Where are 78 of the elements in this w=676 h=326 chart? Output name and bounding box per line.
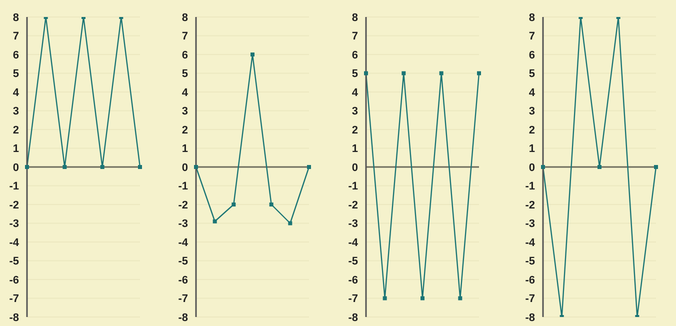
y-tick-label: 5 — [12, 68, 19, 80]
point — [232, 202, 236, 206]
y-tick-label: 3 — [352, 106, 358, 118]
y-tick-label: 1 — [12, 143, 19, 156]
point — [598, 165, 602, 169]
y-tick-label: 7 — [528, 30, 535, 43]
y-tick-label: 4 — [528, 86, 536, 99]
y-tick-label: 6 — [12, 49, 19, 62]
y-tick-label: 7 — [352, 30, 358, 43]
y-tick-label: -5 — [525, 256, 535, 268]
y-tick-label: -1 — [178, 180, 188, 193]
y-tick-label: 6 — [182, 49, 188, 62]
y-tick-label: 5 — [352, 68, 358, 80]
y-tick-label: 0 — [528, 162, 535, 174]
y-tick-label: 4 — [12, 86, 20, 99]
y-tick-label: -4 — [178, 236, 189, 249]
y-tick-label: 8 — [528, 12, 535, 24]
y-tick-label: 5 — [528, 68, 535, 80]
point — [250, 52, 254, 56]
y-tick-label: 6 — [352, 49, 358, 62]
y-tick-label: -6 — [178, 274, 188, 286]
y-tick-label: -3 — [525, 218, 535, 230]
y-tick-label: 3 — [12, 106, 19, 118]
y-tick-label: 0 — [182, 162, 188, 174]
y-tick-label: 6 — [528, 49, 535, 62]
y-tick-label: -2 — [348, 199, 358, 212]
y-tick-label: 3 — [182, 106, 188, 118]
point — [212, 219, 217, 224]
y-tick-label: -7 — [178, 293, 188, 306]
y-tick-label: -6 — [9, 274, 19, 286]
y-tick-label: 8 — [352, 12, 358, 24]
y-tick-label: 2 — [528, 124, 535, 136]
y-tick-label: -1 — [525, 180, 535, 193]
y-tick-label: -6 — [348, 274, 358, 286]
y-tick-label: 0 — [352, 162, 358, 174]
y-tick-label: -1 — [348, 180, 358, 193]
point — [541, 165, 545, 169]
y-tick-label: -2 — [178, 199, 188, 212]
y-tick-label: 5 — [182, 68, 188, 80]
y-tick-label: -4 — [9, 236, 20, 249]
y-tick-label: -7 — [525, 293, 535, 306]
y-tick-label: -3 — [178, 218, 188, 230]
y-tick-label: -8 — [178, 312, 188, 324]
y-tick-label: -1 — [9, 180, 19, 193]
y-tick-label: 3 — [528, 106, 535, 118]
y-tick-label: 7 — [12, 30, 19, 43]
y-tick-label: -8 — [525, 312, 535, 324]
y-tick-label: -2 — [9, 199, 19, 212]
y-tick-label: 1 — [528, 143, 535, 156]
y-tick-label: 8 — [12, 12, 19, 24]
y-tick-label: 4 — [182, 86, 189, 99]
y-tick-label: -2 — [525, 199, 535, 212]
y-tick-label: -6 — [525, 274, 535, 286]
y-tick-label: -3 — [348, 218, 358, 230]
y-tick-label: 0 — [12, 162, 19, 174]
y-tick-label: -5 — [348, 256, 358, 268]
y-tick-label: -4 — [525, 236, 536, 249]
y-tick-label: 2 — [182, 124, 188, 136]
y-tick-label: 7 — [182, 30, 188, 43]
y-tick-label: -7 — [348, 293, 358, 306]
y-tick-label: -8 — [9, 312, 19, 324]
y-tick-label: -5 — [9, 256, 19, 268]
point — [194, 165, 198, 169]
y-tick-label: 1 — [352, 143, 358, 156]
y-tick-label: -8 — [348, 312, 358, 324]
y-tick-label: 4 — [352, 86, 359, 99]
y-tick-label: 2 — [12, 124, 19, 136]
point — [288, 221, 292, 226]
y-tick-label: -7 — [9, 293, 19, 306]
y-tick-label: -5 — [178, 256, 188, 268]
point — [307, 165, 311, 169]
y-tick-label: 2 — [352, 124, 358, 136]
y-tick-label: -3 — [9, 218, 19, 230]
point — [654, 165, 658, 169]
y-tick-label: 8 — [182, 12, 188, 24]
y-tick-label: -4 — [348, 236, 359, 249]
point — [269, 202, 274, 206]
y-tick-label: 1 — [182, 143, 188, 156]
